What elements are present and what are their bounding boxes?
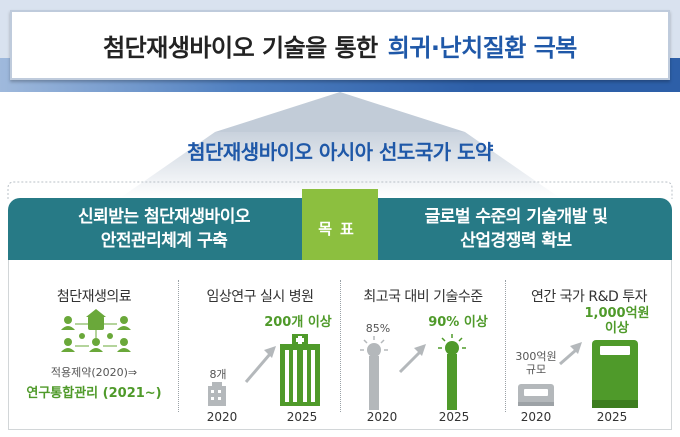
goal-right: 글로벌 수준의 기술개발 및 산업경쟁력 확보 bbox=[360, 198, 672, 260]
goal-left-line1: 신뢰받는 첨단재생바이오 bbox=[78, 207, 250, 227]
after-value: 1,000억원 이상 bbox=[572, 306, 662, 336]
after-value-line2: 이상 bbox=[605, 321, 629, 336]
banner-frame-lines bbox=[7, 181, 673, 199]
title-highlight: 희귀·난치질환 극복 bbox=[387, 33, 578, 62]
goal-right-line2: 산업경쟁력 확보 bbox=[460, 231, 572, 251]
divider bbox=[178, 280, 179, 412]
lightbulb-icons bbox=[360, 334, 466, 410]
before-year: 2020 bbox=[206, 410, 238, 424]
after-year: 2025 bbox=[596, 410, 628, 424]
before-value: 85% bbox=[365, 322, 391, 335]
goal-right-line1: 글로벌 수준의 기술개발 및 bbox=[424, 207, 608, 227]
after-value-line1: 1,000억원 bbox=[584, 306, 650, 321]
before-year: 2020 bbox=[520, 410, 552, 424]
divider bbox=[340, 280, 341, 412]
people-network-icon bbox=[61, 309, 131, 352]
indicator-title: 연간 국가 R&D 투자 bbox=[530, 289, 648, 305]
after-year: 2025 bbox=[438, 410, 470, 424]
money-stack-icons bbox=[518, 340, 638, 408]
indicator-target: 연구통합관리 (2021~) bbox=[26, 386, 162, 401]
before-value-line1: 300억원 bbox=[515, 350, 557, 363]
after-value: 90% 이상 bbox=[428, 315, 488, 330]
vision-statement: 첨단재생바이오 아시아 선도국가 도약 bbox=[187, 140, 493, 164]
hospital-icons bbox=[208, 334, 320, 406]
after-value: 200개 이상 bbox=[264, 315, 332, 330]
goal-left: 신뢰받는 첨단재생바이오 안전관리체계 구축 bbox=[8, 198, 320, 260]
before-year: 2020 bbox=[366, 410, 398, 424]
indicator-title: 최고국 대비 기술수준 bbox=[363, 289, 483, 305]
indicator-title: 임상연구 실시 병원 bbox=[206, 289, 314, 305]
indicator-note: 적용제약(2020)⇒ bbox=[50, 366, 138, 379]
before-value: 8개 bbox=[209, 368, 227, 381]
before-value-line2: 규모 bbox=[525, 363, 547, 376]
after-year: 2025 bbox=[286, 410, 318, 424]
before-value: 300억원 규모 bbox=[510, 350, 562, 376]
goal-left-line2: 안전관리체계 구축 bbox=[100, 231, 228, 251]
goal-badge: 목표 bbox=[302, 189, 378, 267]
page-title: 첨단재생바이오 기술을 통한 희귀·난치질환 극복 bbox=[10, 10, 670, 80]
title-main: 첨단재생바이오 기술을 통한 bbox=[103, 33, 378, 62]
indicator-title: 첨단재생의료 bbox=[56, 289, 132, 305]
divider bbox=[505, 280, 506, 412]
